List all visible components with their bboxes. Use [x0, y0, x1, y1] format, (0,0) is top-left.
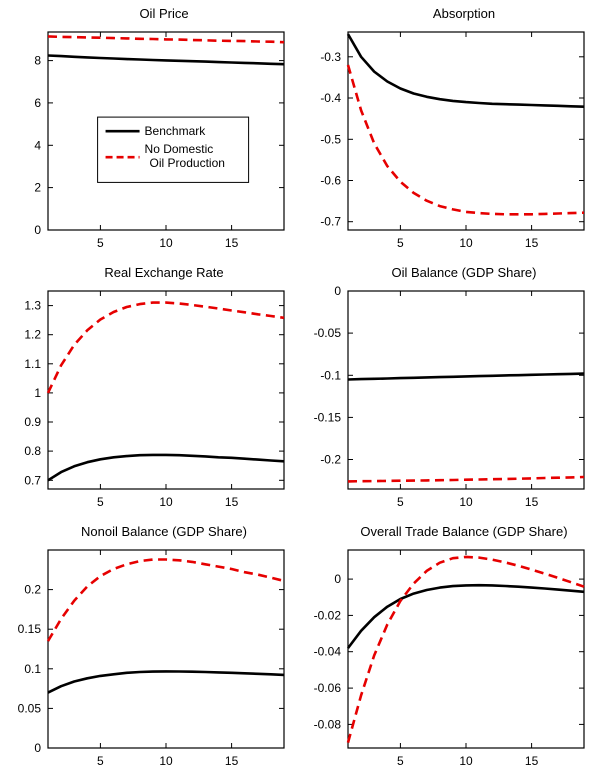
chart-title-nonoil-balance: Nonoil Balance (GDP Share): [81, 524, 247, 539]
x-tick-label: 10: [459, 236, 473, 250]
chart-absorption: Absorption 5 10 15 -0.3 -0.4 -0.5 -0.6 -0.7: [300, 0, 600, 259]
chart-nonoil-balance: Nonoil Balance (GDP Share) 5 10 15 0 0.05 0.1…: [0, 518, 300, 776]
y-tick-label: 4: [34, 138, 41, 152]
x-tick-label: 10: [459, 495, 473, 509]
y-tick-label: -0.02: [314, 608, 342, 622]
oil-balance-plot: 5 10 15 0 -0.05 -0.1 -0.15 -0.2: [314, 284, 585, 509]
x-tick-label: 15: [225, 495, 239, 509]
real-exchange-rate-plot: 5 10 15 0.7 0.8 0.9 1 1.1 1.2 1.3: [24, 290, 285, 509]
series-line: [46, 558, 285, 642]
axes-box: [347, 31, 585, 231]
legend-box: [97, 116, 250, 183]
series-line: [347, 372, 585, 381]
y-tick-label: -0.7: [320, 215, 341, 229]
chart-oil-price: Oil Price 5 10 15 0 2 4 6 8 Benchmark No Domestic…: [0, 0, 300, 259]
chart-oil-balance: Oil Balance (GDP Share) 5 10 15 0 -0.05 -0.1 -…: [300, 259, 600, 518]
x-tick-label: 15: [225, 754, 239, 768]
y-tick-label: 0.15: [18, 622, 42, 636]
y-tick-label: 8: [34, 54, 41, 68]
legend-label-benchmark: Benchmark: [145, 124, 207, 138]
series-line: [346, 33, 585, 108]
x-tick-label: 5: [97, 495, 104, 509]
y-tick-label: 6: [34, 96, 41, 110]
y-tick-label: 0: [34, 741, 41, 755]
y-tick-label: 1: [34, 386, 41, 400]
series-line: [47, 453, 285, 482]
chart-real-exchange-rate: Real Exchange Rate 5 10 15 0.7 0.8 0.9 1 1.1 1.2…: [0, 259, 300, 518]
y-tick-label: -0.06: [314, 681, 342, 695]
y-tick-label: -0.2: [320, 453, 341, 467]
y-tick-label: -0.05: [314, 326, 342, 340]
legend-label-no-domestic-line2: Oil Production: [150, 156, 225, 170]
legend-label-no-domestic-line1: No Domestic: [145, 142, 214, 156]
series-line: [346, 64, 585, 216]
absorption-plot: 5 10 15 -0.3 -0.4 -0.5 -0.6 -0.7: [320, 31, 585, 250]
x-tick-label: 15: [525, 754, 539, 768]
chart-title-real-exchange-rate: Real Exchange Rate: [104, 265, 224, 280]
y-tick-label: 0: [34, 223, 41, 237]
y-tick-label: 0.9: [24, 415, 41, 429]
y-tick-label: -0.4: [320, 91, 341, 105]
series-line: [346, 555, 585, 743]
y-tick-label: 0: [334, 572, 341, 586]
overall-trade-balance-plot: 5 10 15 0 -0.02 -0.04 -0.06 -0.08: [314, 549, 585, 768]
chart-title-absorption: Absorption: [432, 6, 496, 21]
x-tick-label: 5: [397, 236, 404, 250]
y-tick-label: 0.05: [18, 701, 42, 715]
series-line: [347, 475, 585, 483]
x-tick-label: 15: [525, 236, 539, 250]
y-tick-label: 1.1: [24, 357, 41, 371]
chart-title-oil-price: Oil Price: [139, 6, 189, 21]
axes-box: [47, 549, 285, 749]
y-tick-label: 0.7: [24, 473, 41, 487]
y-tick-label: 0.2: [24, 583, 41, 597]
y-tick-label: 1.2: [24, 328, 41, 342]
x-tick-label: 5: [97, 236, 104, 250]
y-tick-label: -0.5: [320, 132, 341, 146]
axes-box: [347, 290, 585, 490]
y-tick-label: 0.8: [24, 444, 41, 458]
x-tick-label: 5: [97, 754, 104, 768]
axes-box: [347, 549, 585, 749]
series-line: [47, 54, 285, 66]
x-tick-label: 5: [397, 754, 404, 768]
x-tick-label: 10: [159, 495, 173, 509]
y-tick-label: 1.3: [24, 299, 41, 313]
y-tick-label: -0.3: [320, 50, 341, 64]
y-tick-label: -0.6: [320, 174, 341, 188]
y-tick-label: -0.15: [314, 410, 342, 424]
chart-title-overall-trade-balance: Overall Trade Balance (GDP Share): [360, 524, 568, 539]
x-tick-label: 15: [225, 236, 239, 250]
x-tick-label: 10: [159, 754, 173, 768]
y-tick-label: 2: [34, 181, 41, 195]
y-tick-label: -0.04: [314, 645, 342, 659]
series-line: [47, 670, 285, 694]
chart-overall-trade-balance: Overall Trade Balance (GDP Share) 5 10 15 0…: [300, 518, 600, 776]
x-tick-label: 10: [459, 754, 473, 768]
series-line: [46, 301, 285, 394]
x-tick-label: 15: [525, 495, 539, 509]
series-line: [346, 583, 585, 649]
y-tick-label: 0.1: [24, 662, 41, 676]
x-tick-label: 5: [397, 495, 404, 509]
chart-title-oil-balance: Oil Balance (GDP Share): [391, 265, 537, 280]
y-tick-label: -0.1: [320, 368, 341, 382]
series-line: [47, 35, 285, 44]
x-tick-label: 10: [159, 236, 173, 250]
nonoil-balance-plot: 5 10 15 0 0.05 0.1 0.15 0.2: [18, 549, 285, 768]
y-tick-label: 0: [334, 284, 341, 298]
y-tick-label: -0.08: [314, 717, 342, 731]
